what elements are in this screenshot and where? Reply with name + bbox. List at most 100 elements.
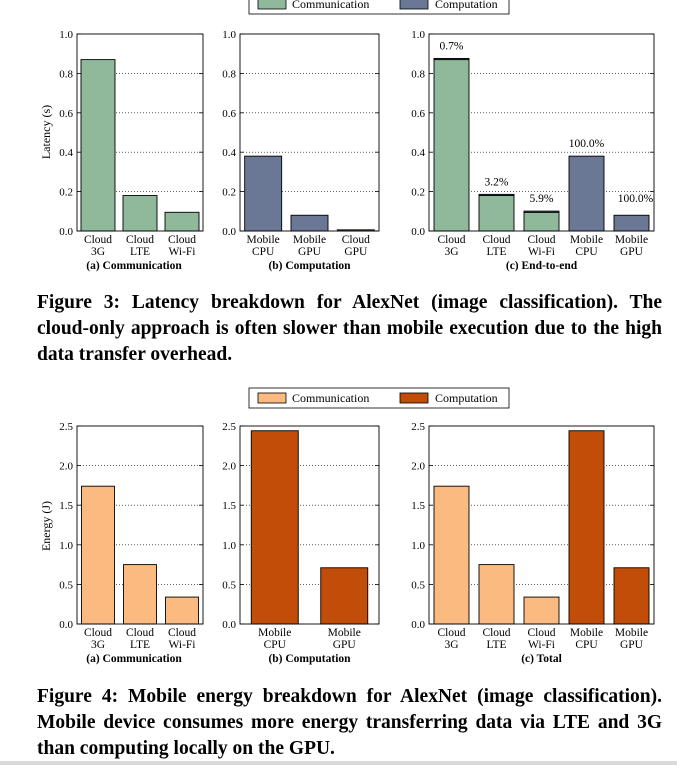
x-tick-label: GPU <box>620 639 644 651</box>
x-tick-label: Wi-Fi <box>528 639 555 651</box>
y-tick-label: 0.2 <box>222 187 236 199</box>
x-tick-label: CPU <box>575 639 598 651</box>
bar-annotation: 0.7% <box>440 40 464 52</box>
x-tick-label: Mobile <box>570 627 603 639</box>
plot-frame <box>239 33 380 232</box>
y-tick-label: 0.0 <box>222 226 236 238</box>
x-tick-label: Cloud <box>342 234 370 246</box>
y-tick-label: 0.6 <box>59 108 73 120</box>
legend-swatch-computation <box>399 0 429 10</box>
legend-label-computation: Computation <box>435 391 498 405</box>
y-tick-label: 0.4 <box>411 147 425 159</box>
x-tick-label: Cloud <box>527 627 555 639</box>
bar <box>81 485 115 625</box>
x-tick-label: 3G <box>444 639 458 651</box>
legend-4 <box>248 387 510 409</box>
plot-frame <box>428 425 655 625</box>
x-tick-label: LTE <box>486 639 506 651</box>
y-tick-label: 1.0 <box>411 540 425 552</box>
y-tick-label: 0.8 <box>222 68 236 80</box>
y-tick-label: 1.5 <box>222 500 236 512</box>
bar-communication <box>433 59 470 232</box>
figure-canvas: Communication Computation Communication Com… <box>39 0 655 665</box>
y-tick-label: 2.5 <box>222 421 236 433</box>
x-tick-label: Mobile <box>328 627 361 639</box>
y-tick-label: 1.5 <box>59 500 73 512</box>
bar <box>164 211 200 232</box>
y-axis-label: Energy (J) <box>39 501 53 551</box>
x-tick-label: CPU <box>575 246 598 258</box>
y-tick-label: 2.5 <box>411 421 425 433</box>
y-tick-label: 0.2 <box>59 187 73 199</box>
x-tick-label: Cloud <box>126 234 154 246</box>
x-tick-label: LTE <box>486 246 506 258</box>
bar-communication <box>523 211 560 232</box>
legend-label-communication: Communication <box>292 0 369 11</box>
bar <box>568 430 605 625</box>
x-tick-label: Cloud <box>126 627 154 639</box>
x-tick-label: Cloud <box>168 234 196 246</box>
bar-annotation: 3.2% <box>485 176 509 188</box>
subplot-title: (b) Computation <box>268 653 351 665</box>
x-tick-label: Mobile <box>615 234 648 246</box>
legend-label-communication: Communication <box>292 391 369 405</box>
subplot-title: (a) Communication <box>86 260 182 272</box>
y-axis-label: Latency (s) <box>39 105 53 159</box>
y-tick-label: 0.4 <box>222 147 236 159</box>
x-tick-label: Cloud <box>527 234 555 246</box>
x-tick-label: Cloud <box>168 627 196 639</box>
bar-computation <box>523 210 560 213</box>
bar <box>250 430 299 625</box>
legend-3 <box>248 0 510 15</box>
plot-frame <box>76 425 204 625</box>
plot-frame <box>76 33 204 232</box>
x-tick-label: Mobile <box>293 234 326 246</box>
bar-annotation: 5.9% <box>530 193 554 205</box>
y-tick-label: 1.0 <box>411 29 425 41</box>
bottom-divider <box>0 761 677 765</box>
y-tick-label: 0.2 <box>411 187 425 199</box>
subplot-title: (a) Communication <box>86 653 182 665</box>
x-tick-label: Mobile <box>247 234 280 246</box>
y-tick-label: 0.6 <box>411 108 425 120</box>
x-tick-label: Wi-Fi <box>528 246 555 258</box>
x-tick-label: Mobile <box>258 627 291 639</box>
x-tick-label: GPU <box>298 246 322 258</box>
y-tick-label: 2.5 <box>59 421 73 433</box>
bar-computation <box>613 214 650 232</box>
y-tick-label: 2.0 <box>59 461 73 473</box>
x-tick-label: 3G <box>91 246 105 258</box>
legend-swatch-computation <box>399 392 429 404</box>
x-tick-label: CPU <box>264 639 287 651</box>
bar-computation <box>478 193 515 196</box>
subplot-title: (b) Computation <box>268 260 351 272</box>
bar-computation <box>433 57 470 61</box>
x-tick-label: GPU <box>333 639 357 651</box>
x-tick-label: Mobile <box>615 627 648 639</box>
y-tick-label: 0.5 <box>59 579 73 591</box>
bar <box>320 567 369 625</box>
y-tick-label: 0.8 <box>411 68 425 80</box>
x-tick-label: Wi-Fi <box>168 246 195 258</box>
x-tick-label: LTE <box>130 639 150 651</box>
x-tick-label: LTE <box>130 246 150 258</box>
y-tick-label: 0.5 <box>222 579 236 591</box>
y-tick-label: 0.0 <box>222 619 236 631</box>
x-tick-label: Cloud <box>482 627 510 639</box>
x-tick-label: Cloud <box>437 234 465 246</box>
bar <box>613 567 650 625</box>
bar <box>478 564 515 625</box>
legend-label-computation: Computation <box>435 0 498 11</box>
subplot-title: (c) End-to-end <box>506 260 578 272</box>
x-tick-label: Cloud <box>437 627 465 639</box>
bar <box>165 596 199 625</box>
bar <box>433 485 470 625</box>
y-tick-label: 1.0 <box>222 29 236 41</box>
bar <box>523 596 560 625</box>
bar <box>122 195 158 232</box>
legend-box <box>248 0 510 15</box>
y-tick-label: 0.4 <box>59 147 73 159</box>
y-tick-label: 2.0 <box>222 461 236 473</box>
plot-frame <box>428 33 655 232</box>
bar <box>244 155 283 232</box>
